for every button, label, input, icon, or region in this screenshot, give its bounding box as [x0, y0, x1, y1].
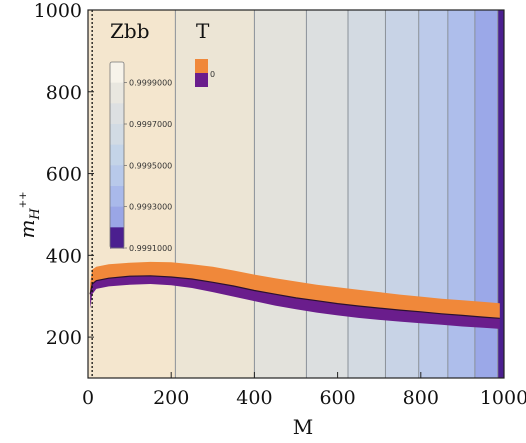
- y-tick-label-400: 400: [46, 245, 82, 267]
- t-region-low: [90, 275, 500, 329]
- y-tick-label-1000: 1000: [34, 0, 82, 22]
- x-tick-label-600: 600: [319, 387, 355, 409]
- t-contour-line: [89, 275, 500, 319]
- y-tick-label-200: 200: [46, 327, 82, 349]
- zbb-legend-swatch-4: [110, 144, 124, 166]
- zbb-region-5: [385, 10, 419, 378]
- zbb-legend-border: [109, 61, 125, 249]
- t-legend-swatch-1: [195, 73, 208, 87]
- t-constraint-band: [89, 261, 500, 329]
- y-axis-label-sup: ++: [18, 191, 29, 208]
- t-legend-tick-label: 0: [210, 70, 215, 79]
- t-region-high: [90, 261, 500, 319]
- plot-frame: [87, 9, 505, 379]
- svg-text:mH++: mH++: [15, 191, 43, 238]
- x-tick-label-400: 400: [236, 387, 272, 409]
- zbb-region-boundaries: [174, 10, 499, 378]
- x-tick-label-200: 200: [153, 387, 189, 409]
- y-axis-label-main: m: [15, 220, 39, 239]
- zbb-legend-tick-label-4: 0.9991000: [129, 244, 172, 253]
- zbb-legend-swatch-2: [110, 103, 124, 125]
- t-legend-title: T: [196, 19, 210, 43]
- y-axis-label-sub: H: [28, 208, 43, 221]
- zbb-legend-title: Zbb: [110, 19, 150, 43]
- zbb-region-2: [254, 10, 307, 378]
- zbb-legend-swatch-0: [110, 62, 124, 84]
- zbb-legend-tick-label-1: 0.9997000: [129, 120, 172, 129]
- zbb-legend-swatch-1: [110, 82, 124, 104]
- zbb-region-8: [474, 10, 498, 378]
- t-legend-swatches: [195, 59, 208, 87]
- y-axis-ticks: 200 400 600 800 1000: [34, 0, 94, 349]
- zbb-legend-tick-label-2: 0.9995000: [129, 161, 172, 170]
- x-tick-label-1000: 1000: [480, 387, 526, 409]
- zbb-legend-tick-label-0: 0.9999000: [129, 79, 172, 88]
- zbb-region-3: [306, 10, 348, 378]
- y-axis-label: mH++: [15, 191, 43, 238]
- zbb-region-0: [88, 10, 176, 378]
- y-tick-label-800: 800: [46, 82, 82, 104]
- zbb-legend-swatch-3: [110, 124, 124, 146]
- y-tick-label-600: 600: [46, 164, 82, 186]
- zbb-legend-swatches: [109, 61, 125, 249]
- zbb-legend-swatch-8: [110, 227, 124, 249]
- zbb-legend-swatch-5: [110, 165, 124, 187]
- zbb-legend-tick-label-3: 0.9993000: [129, 203, 172, 212]
- zbb-legend-swatch-7: [110, 206, 124, 228]
- x-tick-label-0: 0: [82, 387, 94, 409]
- zbb-region-1: [175, 10, 255, 378]
- zbb-legend-swatch-6: [110, 186, 124, 208]
- zbb-legend: Zbb 0.9999000 0.9997000 0.9995000 0.9993000…: [109, 19, 172, 253]
- x-axis-label: M: [293, 415, 313, 439]
- t-legend: T 0: [195, 19, 215, 87]
- x-tick-label-800: 800: [403, 387, 439, 409]
- zbb-legend-tick-labels: 0.9999000 0.9997000 0.9995000 0.9993000 0.99…: [124, 79, 172, 253]
- zbb-region-4: [348, 10, 386, 378]
- t-legend-swatch-0: [195, 59, 208, 73]
- zbb-region-9: [497, 10, 504, 378]
- x-axis-ticks: 0 200 400 600 800 1000: [82, 372, 526, 409]
